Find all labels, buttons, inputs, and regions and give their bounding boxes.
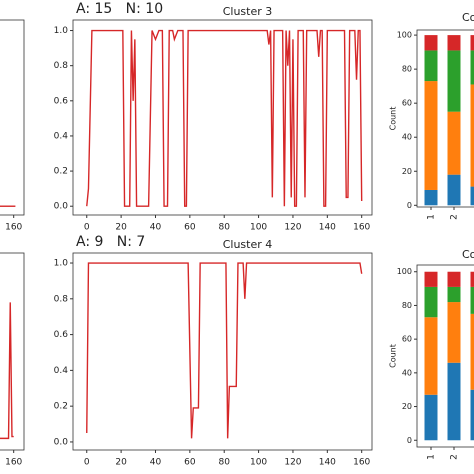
y-tick-label: 0.4 [54,366,69,376]
y-tick-label: 0 [407,201,412,210]
bar-segment [424,35,438,51]
bar-segment [470,389,474,441]
y-tick-label: 40 [402,133,412,142]
bar-segment [424,394,438,441]
x-tick-label: 40 [150,223,162,233]
axes-frame [72,19,373,216]
y-tick-label: 40 [402,368,412,377]
y-tick-label: 100 [397,31,412,40]
bar-segment [470,286,474,314]
y-tick-label: 80 [402,65,412,74]
x-tick-label: 1 [427,454,437,460]
bar-segment [424,189,438,206]
chart-title: Cluster 4 [223,238,273,251]
x-tick-label: 2 [450,454,460,460]
bar-segment [470,50,474,85]
data-line [0,302,14,440]
x-tick-label: 80 [218,223,230,233]
x-tick-label: 160 [5,223,22,233]
y-axis-label: Count [389,107,398,131]
y-tick-label: 0.6 [54,96,69,106]
bar-segment [447,362,461,441]
axes-frame [0,19,25,216]
axes-frame [0,252,25,451]
x-tick-label: 160 [353,458,370,468]
y-tick-label: 0.4 [54,131,69,141]
bar-segment [424,271,438,287]
y-tick-label: 60 [402,335,412,344]
bar-segment [470,313,474,390]
bar-segment [424,50,438,82]
bar-segment [447,302,461,363]
x-tick-label: 160 [5,458,22,468]
x-tick-label: 40 [150,458,162,468]
x-tick-label: 160 [353,223,370,233]
x-tick-label: 0 [84,458,90,468]
x-tick-label: 2 [450,214,460,220]
annotation: A: 9 N: 7 [76,234,145,250]
y-tick-label: 1.0 [54,259,69,269]
bar-segment [424,317,438,395]
y-tick-label: 0.0 [54,202,69,212]
x-tick-label: 60 [184,223,196,233]
y-tick-label: 20 [402,167,412,176]
x-tick-label: 1 [427,214,437,220]
x-tick-label: 60 [184,458,196,468]
bar-segment [447,35,461,51]
bar-segment [447,174,461,206]
bar-segment [470,35,474,51]
bar-segment [470,186,474,206]
chart-title: Cluster 3 [223,5,273,18]
bar-segment [447,111,461,175]
y-tick-label: 1.0 [54,26,69,36]
bar-segment [447,286,461,303]
x-tick-label: 120 [284,223,301,233]
y-tick-label: 60 [402,99,412,108]
x-tick-label: 20 [115,223,127,233]
y-axis-label: Count [389,344,398,368]
x-tick-label: 0 [84,223,90,233]
bar-segment [447,50,461,112]
y-tick-label: 100 [397,267,412,276]
data-line [86,262,363,439]
x-tick-label: 140 [319,458,336,468]
data-line [86,29,363,207]
bar-segment [424,286,438,318]
chart-title: Cou [462,11,474,24]
chart-title: Cou [462,248,474,261]
bar-segment [470,84,474,187]
x-tick-label: 80 [218,458,230,468]
y-tick-label: 80 [402,301,412,310]
annotation: A: 15 N: 10 [76,1,163,17]
y-tick-label: 0.6 [54,330,69,340]
y-tick-label: 0 [407,436,412,445]
y-tick-label: 0.2 [54,402,68,412]
x-tick-label: 20 [115,458,127,468]
x-tick-label: 140 [319,223,336,233]
bar-segment [447,271,461,287]
axes-frame [72,252,373,451]
bar-segment [470,271,474,287]
y-tick-label: 0.2 [54,167,68,177]
x-tick-label: 100 [250,223,267,233]
y-tick-label: 0.8 [54,61,69,71]
bar-segment [424,81,438,190]
y-tick-label: 0.8 [54,294,69,304]
y-tick-label: 0.0 [54,437,69,447]
x-tick-label: 120 [284,458,301,468]
y-tick-label: 20 [402,402,412,411]
x-tick-label: 100 [250,458,267,468]
